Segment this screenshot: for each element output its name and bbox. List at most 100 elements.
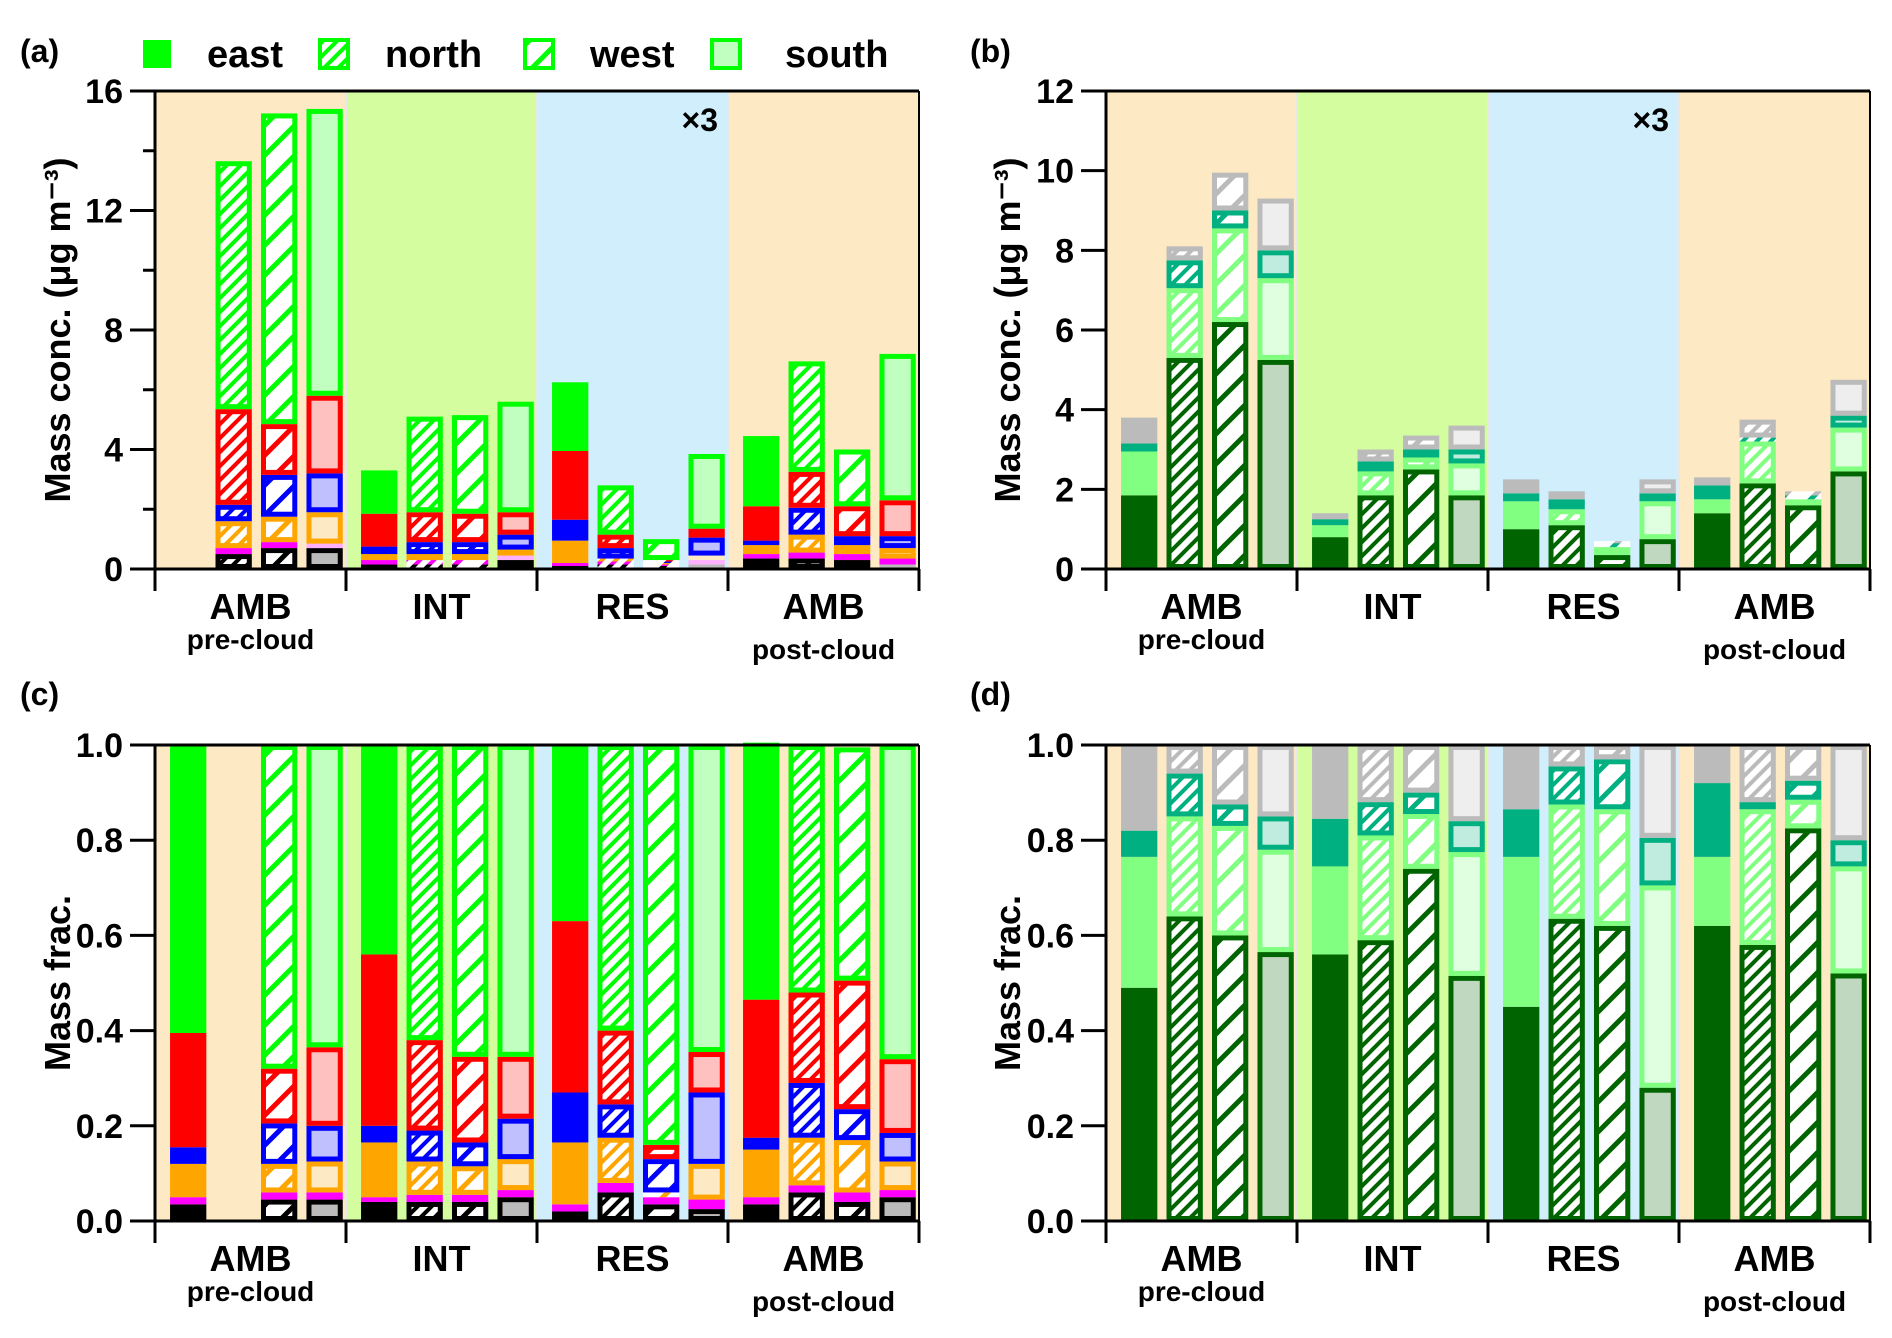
group-sublabel: pre-cloud bbox=[187, 1276, 315, 1307]
bar-segment-orange-north bbox=[406, 1161, 443, 1195]
legend-label-west: west bbox=[589, 34, 675, 76]
bar-segment-black-north bbox=[406, 1201, 443, 1221]
bar-segment-magenta-east bbox=[552, 1204, 589, 1212]
bar-segment-orange-north bbox=[788, 534, 825, 553]
bar-segment-gray-west bbox=[1593, 745, 1631, 760]
bar-segment-gray-south bbox=[1448, 425, 1485, 450]
bar-segment-gray-north bbox=[1166, 745, 1203, 774]
bar-segment-blue-north bbox=[597, 1104, 634, 1138]
bar-segment-light-green-west bbox=[1593, 809, 1631, 926]
bar-segment-light-green-south bbox=[1639, 501, 1676, 540]
bar-segment-gray-south bbox=[1830, 379, 1867, 416]
bar-segment-gray-south bbox=[1639, 479, 1676, 494]
bar-segment-blue-east bbox=[361, 1125, 398, 1143]
bar-segment-light-green-south bbox=[1830, 866, 1867, 974]
bar-segment-black-south bbox=[306, 548, 343, 570]
bar-segment-gray-east bbox=[1312, 513, 1349, 520]
bar-segment-red-west bbox=[260, 424, 298, 475]
bar-segment-teal-west bbox=[1402, 449, 1440, 458]
bar-segment-dark-green-south bbox=[1257, 359, 1294, 569]
y-tick-label: 0.8 bbox=[76, 822, 123, 860]
bar-segment-light-green-west bbox=[1784, 799, 1822, 829]
bar-segment-magenta-south bbox=[879, 558, 916, 565]
bar-segment-orange-south bbox=[879, 548, 916, 559]
bar-segment-magenta-east bbox=[361, 560, 398, 565]
y-tick-label: 12 bbox=[85, 193, 123, 231]
bar-segment-green-west bbox=[833, 747, 871, 981]
panel-label: (c) bbox=[20, 676, 59, 712]
bar-segment-orange-south bbox=[688, 1163, 725, 1200]
y-tick-label: 8 bbox=[1055, 232, 1074, 270]
panel-label: (b) bbox=[970, 33, 1011, 69]
group-label: INT bbox=[413, 1238, 471, 1279]
bar-segment-red-north bbox=[597, 1030, 634, 1105]
legend-swatch-north bbox=[318, 38, 350, 70]
bar-segment-green-north bbox=[597, 485, 634, 535]
bar-segment-black-east bbox=[170, 1204, 207, 1221]
bar-segment-green-south bbox=[688, 453, 725, 529]
bar-segment-gray-north bbox=[1548, 491, 1585, 500]
bar-segment-magenta-west bbox=[260, 542, 298, 549]
bar-segment-teal-east bbox=[1312, 818, 1349, 867]
bar-segment-dark-green-east bbox=[1694, 925, 1731, 1221]
y-tick-label: 4 bbox=[104, 432, 123, 470]
bar-segment-magenta-west bbox=[833, 1192, 871, 1202]
group-label: AMB bbox=[1161, 1238, 1243, 1279]
group-label: AMB bbox=[783, 1238, 865, 1279]
bar-segment-black-south bbox=[306, 1199, 343, 1221]
bar-segment-gray-east bbox=[1312, 745, 1349, 819]
bar-segment-black-north bbox=[788, 558, 825, 570]
bar-segment-magenta-south bbox=[306, 1192, 343, 1200]
bar-segment-light-green-east bbox=[1503, 501, 1540, 530]
bar-segment-dark-green-north bbox=[1548, 525, 1585, 570]
bar-segment-green-west bbox=[260, 745, 298, 1069]
bar-segment-blue-west bbox=[451, 542, 489, 555]
bar-segment-magenta-west bbox=[451, 560, 489, 565]
bar-segment-magenta-north bbox=[406, 1194, 443, 1202]
bar-segment-black-north bbox=[215, 554, 252, 569]
bar-segment-teal-south bbox=[1639, 837, 1676, 886]
bar-segment-green-east bbox=[170, 745, 207, 1033]
bar-segment-teal-west bbox=[1593, 543, 1631, 548]
bar-segment-teal-south bbox=[1830, 415, 1867, 428]
bar-segment-dark-green-south bbox=[1639, 1087, 1676, 1221]
bar-segment-teal-west bbox=[1211, 210, 1249, 229]
bar-segment-gray-north bbox=[1739, 419, 1776, 438]
bar-segment-light-green-south bbox=[1448, 852, 1485, 976]
bar-segment-light-green-east bbox=[1694, 499, 1731, 514]
bar-segment-magenta-north bbox=[597, 561, 634, 565]
bar-segment-red-north bbox=[215, 409, 252, 505]
bar-segment-red-south bbox=[879, 500, 916, 537]
bar-segment-black-north bbox=[597, 1192, 634, 1221]
bar-segment-orange-north bbox=[597, 558, 634, 562]
bar-segment-teal-north bbox=[1166, 773, 1203, 817]
bar-segment-gray-west bbox=[1211, 745, 1249, 805]
bar-segment-orange-south bbox=[497, 549, 534, 556]
bar-segment-teal-north bbox=[1166, 260, 1203, 289]
bar-segment-magenta-north bbox=[597, 1182, 634, 1193]
bar-segment-light-green-north bbox=[1739, 809, 1776, 945]
bar-segment-green-north bbox=[406, 416, 443, 513]
bar-segment-light-green-north bbox=[1357, 471, 1394, 496]
bar-segment-green-west bbox=[451, 415, 489, 514]
bar-segment-dark-green-south bbox=[1639, 539, 1676, 569]
y-axis-label: Mass conc. (μg m⁻³) bbox=[987, 157, 1028, 502]
bar-segment-dark-green-west bbox=[1784, 828, 1822, 1221]
bar-segment-dark-green-south bbox=[1830, 471, 1867, 569]
bar-segment-green-north bbox=[788, 361, 825, 472]
bar-segment-orange-north bbox=[788, 1137, 825, 1186]
y-axis-label: Mass conc. (μg m⁻³) bbox=[37, 157, 78, 502]
bar-segment-black-south bbox=[497, 560, 534, 569]
bar-segment-dark-green-west bbox=[1784, 505, 1822, 569]
bar-segment-green-east bbox=[361, 745, 398, 955]
bar-segment-teal-north bbox=[1357, 461, 1394, 472]
bar-segment-orange-east bbox=[361, 1142, 398, 1198]
bar-segment-red-east bbox=[170, 1032, 207, 1148]
bar-segment-green-east bbox=[552, 382, 589, 451]
bar-segment-red-south bbox=[497, 512, 534, 535]
bar-segment-dark-green-east bbox=[1312, 537, 1349, 569]
bar-segment-dark-green-east bbox=[1121, 987, 1158, 1221]
bar-segment-blue-south bbox=[497, 534, 534, 550]
bar-segment-blue-south bbox=[879, 536, 916, 549]
bar-segment-dark-green-west bbox=[1402, 868, 1440, 1221]
